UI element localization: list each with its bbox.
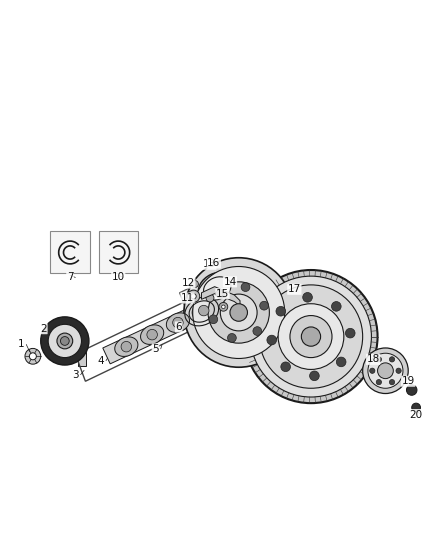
Circle shape	[121, 342, 131, 352]
Text: 16: 16	[207, 258, 220, 268]
Circle shape	[187, 290, 200, 302]
Text: 14: 14	[223, 277, 237, 287]
Circle shape	[191, 280, 198, 287]
Polygon shape	[201, 287, 240, 306]
Text: 6: 6	[175, 322, 182, 332]
Circle shape	[376, 379, 381, 385]
Circle shape	[219, 302, 228, 311]
Circle shape	[406, 385, 417, 395]
Polygon shape	[103, 296, 221, 364]
Circle shape	[209, 315, 218, 324]
Circle shape	[198, 305, 209, 316]
Circle shape	[230, 304, 247, 321]
Text: 13: 13	[203, 260, 216, 269]
Text: 18: 18	[367, 354, 380, 365]
Circle shape	[276, 306, 286, 316]
Circle shape	[267, 335, 276, 345]
Circle shape	[370, 368, 375, 374]
Circle shape	[303, 293, 312, 302]
Circle shape	[368, 353, 403, 388]
Text: 19: 19	[402, 376, 415, 386]
Circle shape	[206, 294, 214, 302]
Circle shape	[173, 317, 183, 328]
Polygon shape	[180, 262, 252, 314]
Circle shape	[396, 368, 401, 374]
Ellipse shape	[192, 301, 215, 320]
FancyBboxPatch shape	[50, 231, 90, 273]
Text: 5: 5	[152, 344, 159, 354]
Circle shape	[244, 270, 378, 403]
Circle shape	[332, 302, 341, 311]
Text: 15: 15	[216, 289, 229, 298]
Circle shape	[57, 333, 73, 349]
Circle shape	[241, 282, 250, 292]
Circle shape	[220, 294, 257, 331]
FancyBboxPatch shape	[99, 231, 138, 273]
Circle shape	[193, 266, 285, 359]
Circle shape	[259, 285, 363, 388]
Polygon shape	[78, 352, 86, 366]
Ellipse shape	[141, 325, 164, 344]
Circle shape	[208, 282, 269, 343]
Ellipse shape	[115, 337, 138, 357]
Circle shape	[389, 379, 395, 385]
Text: 2: 2	[40, 324, 47, 334]
Text: 4: 4	[97, 356, 104, 366]
Circle shape	[41, 317, 89, 365]
Circle shape	[378, 363, 393, 378]
Text: 12: 12	[182, 278, 195, 288]
Text: 11: 11	[181, 293, 194, 303]
Circle shape	[29, 353, 36, 360]
Circle shape	[260, 301, 268, 310]
Text: 17: 17	[288, 284, 301, 294]
Text: 20: 20	[410, 409, 423, 419]
Circle shape	[216, 289, 225, 298]
Text: 3: 3	[72, 370, 79, 379]
Circle shape	[25, 349, 41, 364]
Circle shape	[253, 327, 261, 335]
Circle shape	[310, 371, 319, 381]
Circle shape	[412, 403, 420, 412]
Circle shape	[376, 357, 381, 362]
Circle shape	[278, 304, 344, 369]
Circle shape	[191, 294, 196, 299]
Text: 7: 7	[67, 272, 74, 282]
Circle shape	[147, 329, 157, 340]
Circle shape	[281, 362, 290, 372]
Circle shape	[60, 336, 69, 345]
Circle shape	[251, 276, 371, 397]
Circle shape	[290, 316, 332, 358]
Circle shape	[184, 258, 293, 367]
Ellipse shape	[198, 272, 236, 304]
Ellipse shape	[166, 313, 190, 333]
Circle shape	[336, 357, 346, 367]
Circle shape	[301, 327, 321, 346]
Ellipse shape	[204, 277, 231, 300]
Circle shape	[363, 348, 408, 393]
Circle shape	[48, 324, 81, 358]
Circle shape	[222, 305, 225, 309]
Ellipse shape	[209, 294, 230, 312]
Circle shape	[346, 328, 355, 338]
Circle shape	[389, 357, 395, 362]
Text: 10: 10	[112, 272, 125, 282]
Circle shape	[227, 334, 236, 342]
Text: 1: 1	[18, 340, 25, 350]
